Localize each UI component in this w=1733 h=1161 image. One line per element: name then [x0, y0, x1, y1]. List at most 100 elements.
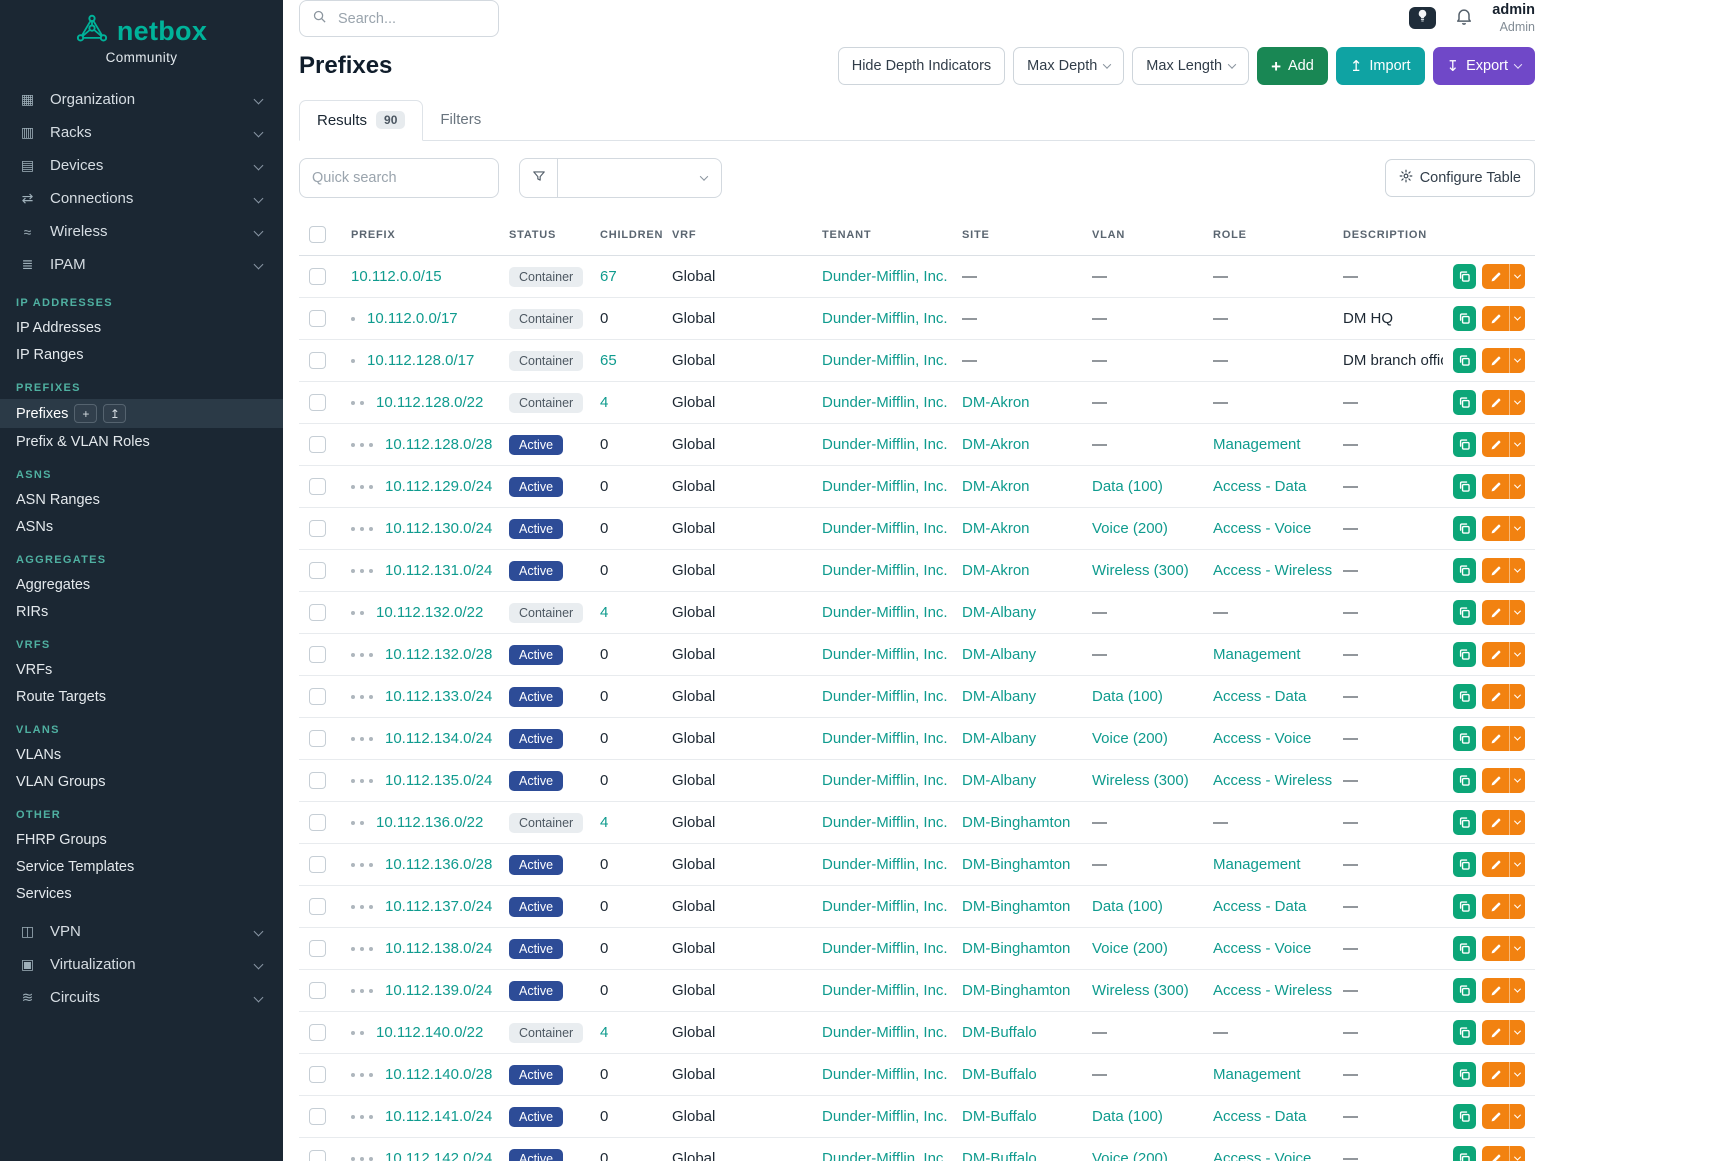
- sidebar-item-racks[interactable]: ▥Racks: [0, 116, 283, 149]
- sidebar-item-aggregates[interactable]: Aggregates: [0, 571, 283, 598]
- site-link[interactable]: DM-Albany: [962, 772, 1036, 789]
- sidebar-item-ip-addresses[interactable]: IP Addresses: [0, 314, 283, 341]
- sidebar-item-prefixes[interactable]: Prefixes+↥: [0, 399, 283, 428]
- copy-button[interactable]: [1453, 390, 1476, 415]
- children-count-link[interactable]: 4: [600, 604, 608, 621]
- children-count-link[interactable]: 4: [600, 394, 608, 411]
- edit-button[interactable]: [1482, 1062, 1509, 1087]
- edit-button[interactable]: [1482, 810, 1509, 835]
- column-header-tenant[interactable]: TENANT: [812, 214, 952, 256]
- vlan-link[interactable]: Voice (200): [1092, 730, 1168, 747]
- tenant-link[interactable]: Dunder-Mifflin, Inc.: [822, 688, 948, 705]
- children-count-link[interactable]: 67: [600, 268, 617, 285]
- children-count-link[interactable]: 65: [600, 352, 617, 369]
- copy-button[interactable]: [1453, 516, 1476, 541]
- quick-search-input[interactable]: [299, 158, 499, 198]
- prefix-link[interactable]: 10.112.142.0/24: [385, 1150, 492, 1161]
- site-link[interactable]: DM-Buffalo: [962, 1066, 1037, 1083]
- sidebar-item-organization[interactable]: ▦Organization: [0, 83, 283, 116]
- role-link[interactable]: Access - Data: [1213, 1108, 1306, 1125]
- edit-button[interactable]: [1482, 726, 1509, 751]
- edit-button[interactable]: [1482, 432, 1509, 457]
- column-header-role[interactable]: ROLE: [1203, 214, 1333, 256]
- prefix-link[interactable]: 10.112.128.0/22: [376, 394, 483, 411]
- hide-depth-indicators-button[interactable]: Hide Depth Indicators: [838, 47, 1005, 85]
- copy-button[interactable]: [1453, 474, 1476, 499]
- site-link[interactable]: DM-Akron: [962, 520, 1030, 537]
- copy-button[interactable]: [1453, 1062, 1476, 1087]
- copy-button[interactable]: [1453, 432, 1476, 457]
- tenant-link[interactable]: Dunder-Mifflin, Inc.: [822, 1024, 948, 1041]
- role-link[interactable]: Access - Voice: [1213, 730, 1311, 747]
- column-header-vlan[interactable]: VLAN: [1082, 214, 1203, 256]
- row-checkbox[interactable]: [309, 898, 326, 915]
- prefix-link[interactable]: 10.112.131.0/24: [385, 562, 492, 579]
- column-header-description[interactable]: DESCRIPTION: [1333, 214, 1443, 256]
- copy-button[interactable]: [1453, 684, 1476, 709]
- row-checkbox[interactable]: [309, 856, 326, 873]
- saved-filter-select[interactable]: [558, 158, 722, 198]
- sidebar-item-ipam[interactable]: ≣IPAM: [0, 248, 283, 281]
- edit-button[interactable]: [1482, 894, 1509, 919]
- column-header-prefix[interactable]: PREFIX: [341, 214, 499, 256]
- children-count-link[interactable]: 4: [600, 1024, 608, 1041]
- site-link[interactable]: DM-Albany: [962, 604, 1036, 621]
- filter-button[interactable]: [519, 158, 558, 198]
- copy-button[interactable]: [1453, 768, 1476, 793]
- max-length-dropdown[interactable]: Max Length: [1132, 47, 1249, 85]
- copy-button[interactable]: [1453, 726, 1476, 751]
- copy-button[interactable]: [1453, 978, 1476, 1003]
- prefix-link[interactable]: 10.112.128.0/28: [385, 436, 492, 453]
- copy-button[interactable]: [1453, 852, 1476, 877]
- edit-dropdown-button[interactable]: [1509, 726, 1525, 751]
- role-link[interactable]: Access - Data: [1213, 898, 1306, 915]
- copy-button[interactable]: [1453, 1146, 1476, 1161]
- sidebar-item-rirs[interactable]: RIRs: [0, 598, 283, 625]
- row-checkbox[interactable]: [309, 604, 326, 621]
- site-link[interactable]: DM-Binghamton: [962, 814, 1070, 831]
- edit-dropdown-button[interactable]: [1509, 390, 1525, 415]
- prefix-link[interactable]: 10.112.139.0/24: [385, 982, 492, 999]
- edit-button[interactable]: [1482, 852, 1509, 877]
- sidebar-item-service-templates[interactable]: Service Templates: [0, 853, 283, 880]
- role-link[interactable]: Management: [1213, 856, 1301, 873]
- row-checkbox[interactable]: [309, 1108, 326, 1125]
- tenant-link[interactable]: Dunder-Mifflin, Inc.: [822, 898, 948, 915]
- sidebar-item-services[interactable]: Services: [0, 880, 283, 907]
- edit-dropdown-button[interactable]: [1509, 1062, 1525, 1087]
- edit-dropdown-button[interactable]: [1509, 1020, 1525, 1045]
- tenant-link[interactable]: Dunder-Mifflin, Inc.: [822, 310, 948, 327]
- edit-dropdown-button[interactable]: [1509, 306, 1525, 331]
- edit-button[interactable]: [1482, 264, 1509, 289]
- edit-button[interactable]: [1482, 978, 1509, 1003]
- select-all-checkbox[interactable]: [309, 226, 326, 243]
- site-link[interactable]: DM-Buffalo: [962, 1150, 1037, 1161]
- row-checkbox[interactable]: [309, 1024, 326, 1041]
- role-link[interactable]: Access - Voice: [1213, 940, 1311, 957]
- copy-button[interactable]: [1453, 642, 1476, 667]
- edit-button[interactable]: [1482, 936, 1509, 961]
- sidebar-item-asn-ranges[interactable]: ASN Ranges: [0, 486, 283, 513]
- site-link[interactable]: DM-Binghamton: [962, 856, 1070, 873]
- prefix-link[interactable]: 10.112.132.0/22: [376, 604, 483, 621]
- copy-button[interactable]: [1453, 348, 1476, 373]
- row-checkbox[interactable]: [309, 352, 326, 369]
- sidebar-item-vlans[interactable]: VLANs: [0, 741, 283, 768]
- row-checkbox[interactable]: [309, 688, 326, 705]
- edit-dropdown-button[interactable]: [1509, 684, 1525, 709]
- column-header-site[interactable]: SITE: [952, 214, 1082, 256]
- tab-results[interactable]: Results 90: [299, 100, 423, 141]
- edit-dropdown-button[interactable]: [1509, 264, 1525, 289]
- row-checkbox[interactable]: [309, 562, 326, 579]
- column-header-status[interactable]: STATUS: [499, 214, 590, 256]
- tenant-link[interactable]: Dunder-Mifflin, Inc.: [822, 436, 948, 453]
- sidebar-item-vlan-groups[interactable]: VLAN Groups: [0, 768, 283, 795]
- edit-dropdown-button[interactable]: [1509, 600, 1525, 625]
- tenant-link[interactable]: Dunder-Mifflin, Inc.: [822, 394, 948, 411]
- export-dropdown-button[interactable]: ↧ Export: [1433, 47, 1536, 85]
- sidebar-item-devices[interactable]: ▤Devices: [0, 149, 283, 182]
- role-link[interactable]: Management: [1213, 436, 1301, 453]
- row-checkbox[interactable]: [309, 436, 326, 453]
- edit-dropdown-button[interactable]: [1509, 1104, 1525, 1129]
- column-header-vrf[interactable]: VRF: [662, 214, 812, 256]
